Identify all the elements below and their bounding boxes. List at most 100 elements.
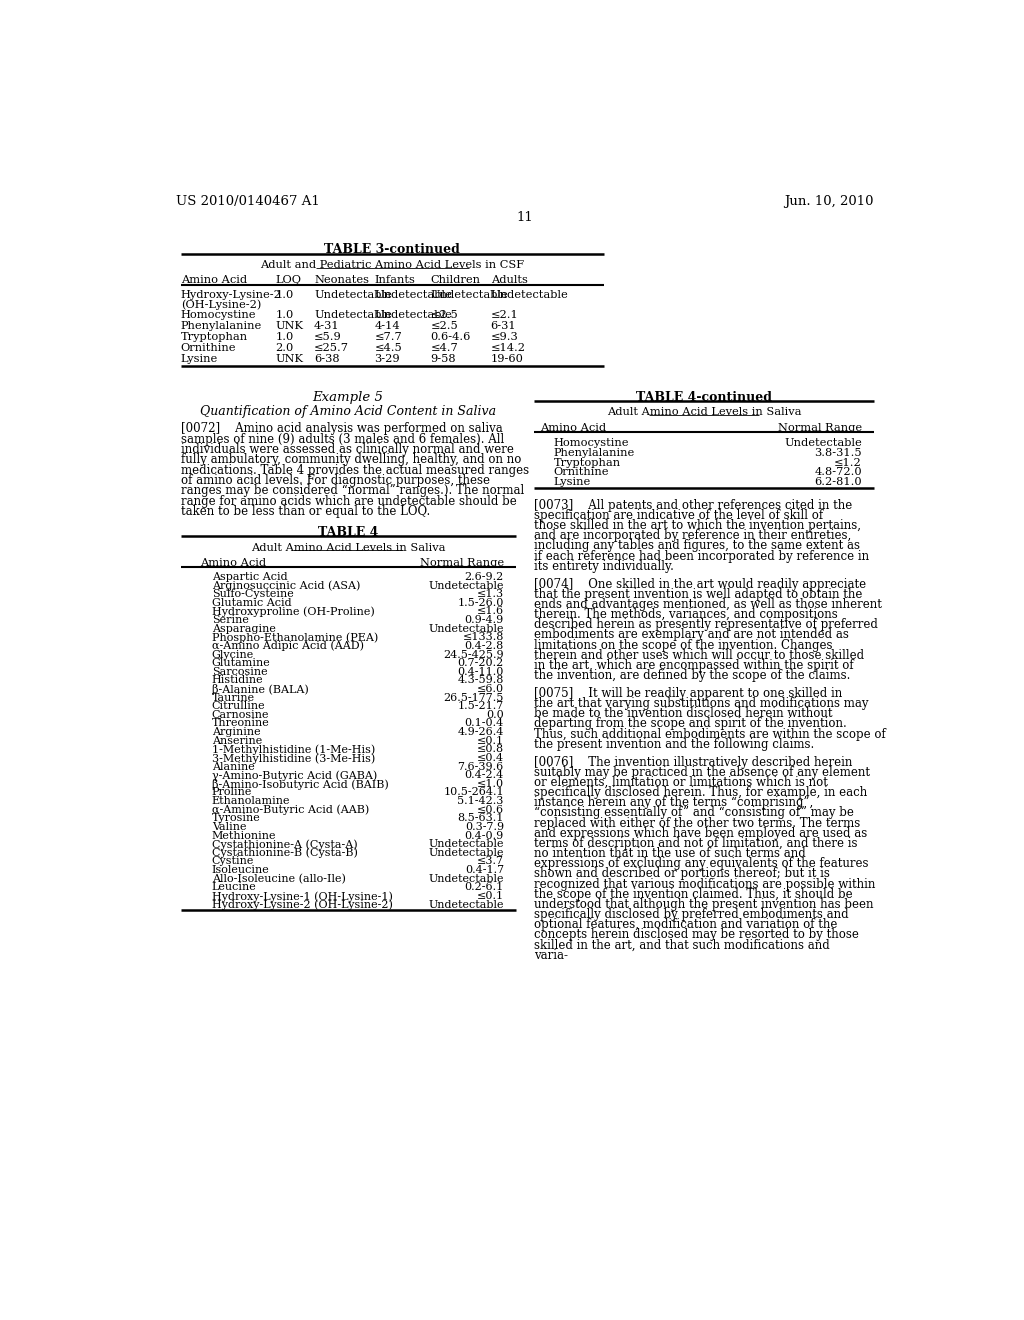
Text: ≤4.5: ≤4.5 — [375, 343, 402, 352]
Text: suitably may be practiced in the absence of any element: suitably may be practiced in the absence… — [535, 766, 870, 779]
Text: Infants: Infants — [375, 276, 416, 285]
Text: Ornithine: Ornithine — [554, 467, 609, 477]
Text: embodiments are exemplary and are not intended as: embodiments are exemplary and are not in… — [535, 628, 849, 642]
Text: that the present invention is well adapted to obtain the: that the present invention is well adapt… — [535, 587, 862, 601]
Text: including any tables and figures, to the same extent as: including any tables and figures, to the… — [535, 540, 860, 552]
Text: Undetectable: Undetectable — [784, 438, 862, 449]
Text: 0.4-11.0: 0.4-11.0 — [458, 667, 504, 677]
Text: ≤133.8: ≤133.8 — [463, 632, 504, 643]
Text: Cystine: Cystine — [212, 857, 254, 866]
Text: samples of nine (9) adults (3 males and 6 females). All: samples of nine (9) adults (3 males and … — [180, 433, 504, 446]
Text: Homocystine: Homocystine — [554, 438, 629, 449]
Text: Undetectable: Undetectable — [428, 847, 504, 858]
Text: “consisting essentially of” and “consisting of” may be: “consisting essentially of” and “consist… — [535, 807, 854, 820]
Text: Methionine: Methionine — [212, 830, 276, 841]
Text: Histidine: Histidine — [212, 676, 263, 685]
Text: Arginine: Arginine — [212, 727, 260, 737]
Text: Undetectable: Undetectable — [428, 581, 504, 590]
Text: 1.0: 1.0 — [275, 333, 294, 342]
Text: 0.0: 0.0 — [486, 710, 504, 719]
Text: 3.8-31.5: 3.8-31.5 — [814, 447, 862, 458]
Text: TABLE 4-continued: TABLE 4-continued — [636, 391, 772, 404]
Text: Taurine: Taurine — [212, 693, 255, 702]
Text: 0.3-7.9: 0.3-7.9 — [465, 822, 504, 832]
Text: ≤6.0: ≤6.0 — [477, 684, 504, 694]
Text: Ethanolamine: Ethanolamine — [212, 796, 290, 807]
Text: ≤2.1: ≤2.1 — [490, 310, 518, 321]
Text: skilled in the art, and that such modifications and: skilled in the art, and that such modifi… — [535, 939, 829, 952]
Text: Tyrosine: Tyrosine — [212, 813, 260, 824]
Text: Children: Children — [430, 276, 480, 285]
Text: 7.6-39.6: 7.6-39.6 — [458, 762, 504, 772]
Text: 0.4-2.8: 0.4-2.8 — [465, 642, 504, 651]
Text: Adult Amino Acid Levels in Saliva: Adult Amino Acid Levels in Saliva — [606, 408, 801, 417]
Text: 19-60: 19-60 — [490, 354, 523, 363]
Text: the art that varying substitutions and modifications may: the art that varying substitutions and m… — [535, 697, 868, 710]
Text: Sarcosine: Sarcosine — [212, 667, 267, 677]
Text: 4.8-72.0: 4.8-72.0 — [814, 467, 862, 477]
Text: Tryptophan: Tryptophan — [554, 458, 621, 467]
Text: those skilled in the art to which the invention pertains,: those skilled in the art to which the in… — [535, 519, 861, 532]
Text: 6-38: 6-38 — [314, 354, 340, 363]
Text: 2.0: 2.0 — [275, 343, 294, 352]
Text: ≤7.7: ≤7.7 — [375, 333, 402, 342]
Text: 1.0: 1.0 — [275, 310, 294, 321]
Text: 3-29: 3-29 — [375, 354, 400, 363]
Text: concepts herein disclosed may be resorted to by those: concepts herein disclosed may be resorte… — [535, 928, 859, 941]
Text: Undetectable: Undetectable — [428, 874, 504, 883]
Text: optional features, modification and variation of the: optional features, modification and vari… — [535, 919, 838, 931]
Text: departing from the scope and spirit of the invention.: departing from the scope and spirit of t… — [535, 718, 847, 730]
Text: 0.4-0.9: 0.4-0.9 — [465, 830, 504, 841]
Text: [0073]    All patents and other references cited in the: [0073] All patents and other references … — [535, 499, 852, 512]
Text: Quantification of Amino Acid Content in Saliva: Quantification of Amino Acid Content in … — [200, 405, 497, 418]
Text: Undetectable: Undetectable — [375, 290, 453, 300]
Text: 0.4-1.7: 0.4-1.7 — [465, 865, 504, 875]
Text: individuals were assessed as clinically normal and were: individuals were assessed as clinically … — [180, 444, 514, 455]
Text: in the art, which are encompassed within the spirit of: in the art, which are encompassed within… — [535, 659, 854, 672]
Text: ≤14.2: ≤14.2 — [490, 343, 525, 352]
Text: ≤5.9: ≤5.9 — [314, 333, 342, 342]
Text: 4.3-59.8: 4.3-59.8 — [458, 676, 504, 685]
Text: 9-58: 9-58 — [430, 354, 456, 363]
Text: Undetectable: Undetectable — [375, 310, 453, 321]
Text: 3-Methylhistidine (3-Me-His): 3-Methylhistidine (3-Me-His) — [212, 752, 375, 763]
Text: 0.1-0.4: 0.1-0.4 — [465, 718, 504, 729]
Text: Isoleucine: Isoleucine — [212, 865, 269, 875]
Text: 6.2-81.0: 6.2-81.0 — [814, 477, 862, 487]
Text: Glycine: Glycine — [212, 649, 254, 660]
Text: Undetectable: Undetectable — [428, 840, 504, 849]
Text: 0.7-20.2: 0.7-20.2 — [458, 659, 504, 668]
Text: 1.0: 1.0 — [275, 290, 294, 300]
Text: Hydroxy-Lysine-1 (OH-Lysine-1): Hydroxy-Lysine-1 (OH-Lysine-1) — [212, 891, 392, 902]
Text: Adult and Pediatric Amino Acid Levels in CSF: Adult and Pediatric Amino Acid Levels in… — [260, 260, 524, 271]
Text: β-Alanine (BALA): β-Alanine (BALA) — [212, 684, 308, 696]
Text: ≤25.7: ≤25.7 — [314, 343, 349, 352]
Text: understood that although the present invention has been: understood that although the present inv… — [535, 898, 873, 911]
Text: α-Amino-Butyric Acid (AAB): α-Amino-Butyric Acid (AAB) — [212, 805, 369, 816]
Text: TABLE 4: TABLE 4 — [317, 527, 378, 540]
Text: described herein as presently representative of preferred: described herein as presently representa… — [535, 618, 878, 631]
Text: 4-14: 4-14 — [375, 321, 400, 331]
Text: Ornithine: Ornithine — [180, 343, 237, 352]
Text: Amino Acid: Amino Acid — [541, 422, 606, 433]
Text: Undetectable: Undetectable — [430, 290, 508, 300]
Text: instance herein any of the terms “comprising”,: instance herein any of the terms “compri… — [535, 796, 813, 809]
Text: no intention that in the use of such terms and: no intention that in the use of such ter… — [535, 847, 806, 861]
Text: 26.5-177.5: 26.5-177.5 — [443, 693, 504, 702]
Text: ends and advantages mentioned, as well as those inherent: ends and advantages mentioned, as well a… — [535, 598, 882, 611]
Text: or elements, limitation or limitations which is not: or elements, limitation or limitations w… — [535, 776, 828, 789]
Text: Amino Acid: Amino Acid — [180, 276, 247, 285]
Text: Amino Acid: Amino Acid — [200, 558, 266, 568]
Text: the invention, are defined by the scope of the claims.: the invention, are defined by the scope … — [535, 669, 851, 682]
Text: Cystathionine-B (Cysta-B): Cystathionine-B (Cysta-B) — [212, 847, 357, 858]
Text: Undetectable: Undetectable — [314, 290, 392, 300]
Text: varia-: varia- — [535, 949, 568, 962]
Text: if each reference had been incorporated by reference in: if each reference had been incorporated … — [535, 549, 869, 562]
Text: ≤0.8: ≤0.8 — [477, 744, 504, 754]
Text: recognized that various modifications are possible within: recognized that various modifications ar… — [535, 878, 876, 891]
Text: shown and described or portions thereof; but it is: shown and described or portions thereof;… — [535, 867, 830, 880]
Text: ≤0.6: ≤0.6 — [477, 805, 504, 814]
Text: UNK: UNK — [275, 354, 303, 363]
Text: specification are indicative of the level of skill of: specification are indicative of the leve… — [535, 510, 823, 521]
Text: Threonine: Threonine — [212, 718, 269, 729]
